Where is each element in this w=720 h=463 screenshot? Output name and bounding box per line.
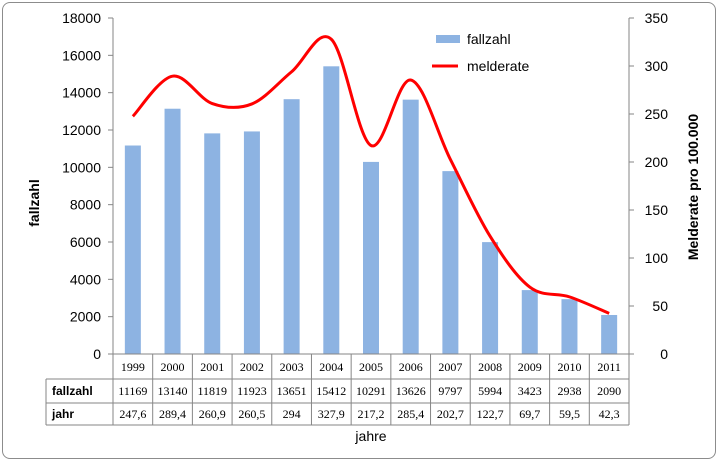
table-cell: 13140 [158,384,188,398]
y2-tick-label: 250 [645,106,669,122]
x-tick-label: 2001 [200,360,224,374]
y2-tick-label: 150 [645,202,669,218]
bar-series [124,66,618,355]
table-cell: 327,9 [318,407,345,421]
table-cell: 11923 [237,384,267,398]
bar-2007 [442,171,459,354]
legend-label-fallzahl: fallzahl [467,31,511,47]
y-tick-label: 18000 [62,10,101,26]
y2-axis-title: Melderate pro 100.000 [685,114,701,261]
x-tick-label: 2009 [518,360,542,374]
table-cell: 59,5 [559,407,580,421]
y-tick-label: 8000 [70,197,101,213]
y-tick-label: 0 [93,346,101,362]
x-tick-label: 2008 [478,360,502,374]
table-cell: 13651 [277,384,307,398]
table-cell: 5994 [478,384,502,398]
table-cell: 11819 [197,384,227,398]
bar-2003 [283,99,300,354]
table-cell: 202,7 [437,407,464,421]
bar-2002 [243,131,260,354]
table-cell: 2938 [557,384,581,398]
bar-2009 [521,290,538,354]
y2-tick-label: 100 [645,250,669,266]
table-cell: 9797 [438,384,462,398]
legend-swatch-fallzahl [436,35,460,43]
table-row-label: fallzahl [52,384,93,398]
bar-1999 [124,145,141,354]
axes: 0200040006000800010000120001400016000180… [62,10,668,362]
table-cell: 294 [283,407,301,421]
bar-2004 [323,66,340,355]
y2-tick-label: 0 [660,346,668,362]
bar-2005 [363,161,379,354]
x-tick-label: 2003 [280,360,304,374]
table-cell: 3423 [518,384,542,398]
bar-2011 [601,314,618,354]
y-tick-label: 2000 [70,309,101,325]
x-tick-label: 2007 [438,360,462,374]
bar-2001 [204,133,221,354]
y-tick-label: 6000 [70,234,101,250]
melderate-line [131,35,610,315]
table-cell: 285,4 [397,407,424,421]
x-tick-label: 2005 [359,360,383,374]
legend-label-melderate: melderate [467,58,529,74]
table-cell: 13626 [396,384,426,398]
table-cell: 42,3 [599,407,620,421]
x-tick-label: 2000 [161,360,185,374]
table-cell: 69,7 [519,407,540,421]
table-cell: 289,4 [159,407,186,421]
bar-2006 [402,99,419,354]
x-tick-label: 2002 [240,360,264,374]
y-axis-title: fallzahl [26,179,42,226]
table-cell: 10291 [356,384,386,398]
y-tick-label: 16000 [62,47,101,63]
y2-tick-label: 200 [645,154,669,170]
bar-2008 [482,242,499,354]
bar-2000 [164,108,181,354]
y2-tick-label: 300 [645,58,669,74]
table-cell: 217,2 [358,407,385,421]
y-tick-label: 12000 [62,122,101,138]
legend: fallzahl melderate [432,31,529,74]
table-cell: 15412 [316,384,346,398]
table-cell: 122,7 [477,407,504,421]
x-tick-label: 2011 [597,360,621,374]
x-tick-label: 2006 [399,360,423,374]
x-axis-title: jahre [354,428,386,444]
table-cell: 260,5 [238,407,265,421]
y2-tick-label: 350 [645,10,669,26]
x-tick-label: 1999 [121,360,145,374]
table-cell: 260,9 [199,407,226,421]
x-tick-label: 2004 [319,360,343,374]
y2-tick-label: 50 [652,298,668,314]
data-table: 1999 2000 2001 2002 2003 2004 2005 2006 2007 2008… [45,353,630,426]
bar-2010 [561,299,578,354]
table-cell: 11169 [118,384,147,398]
table-row-label: jahr [51,407,74,421]
x-tick-label: 2010 [557,360,581,374]
y-tick-label: 14000 [62,85,101,101]
y-tick-label: 4000 [70,271,101,287]
y-tick-label: 10000 [62,159,101,175]
chart-frame [2,2,716,459]
line-series [131,35,610,315]
table-cell: 247,6 [119,407,146,421]
table-cell: 2090 [597,384,621,398]
